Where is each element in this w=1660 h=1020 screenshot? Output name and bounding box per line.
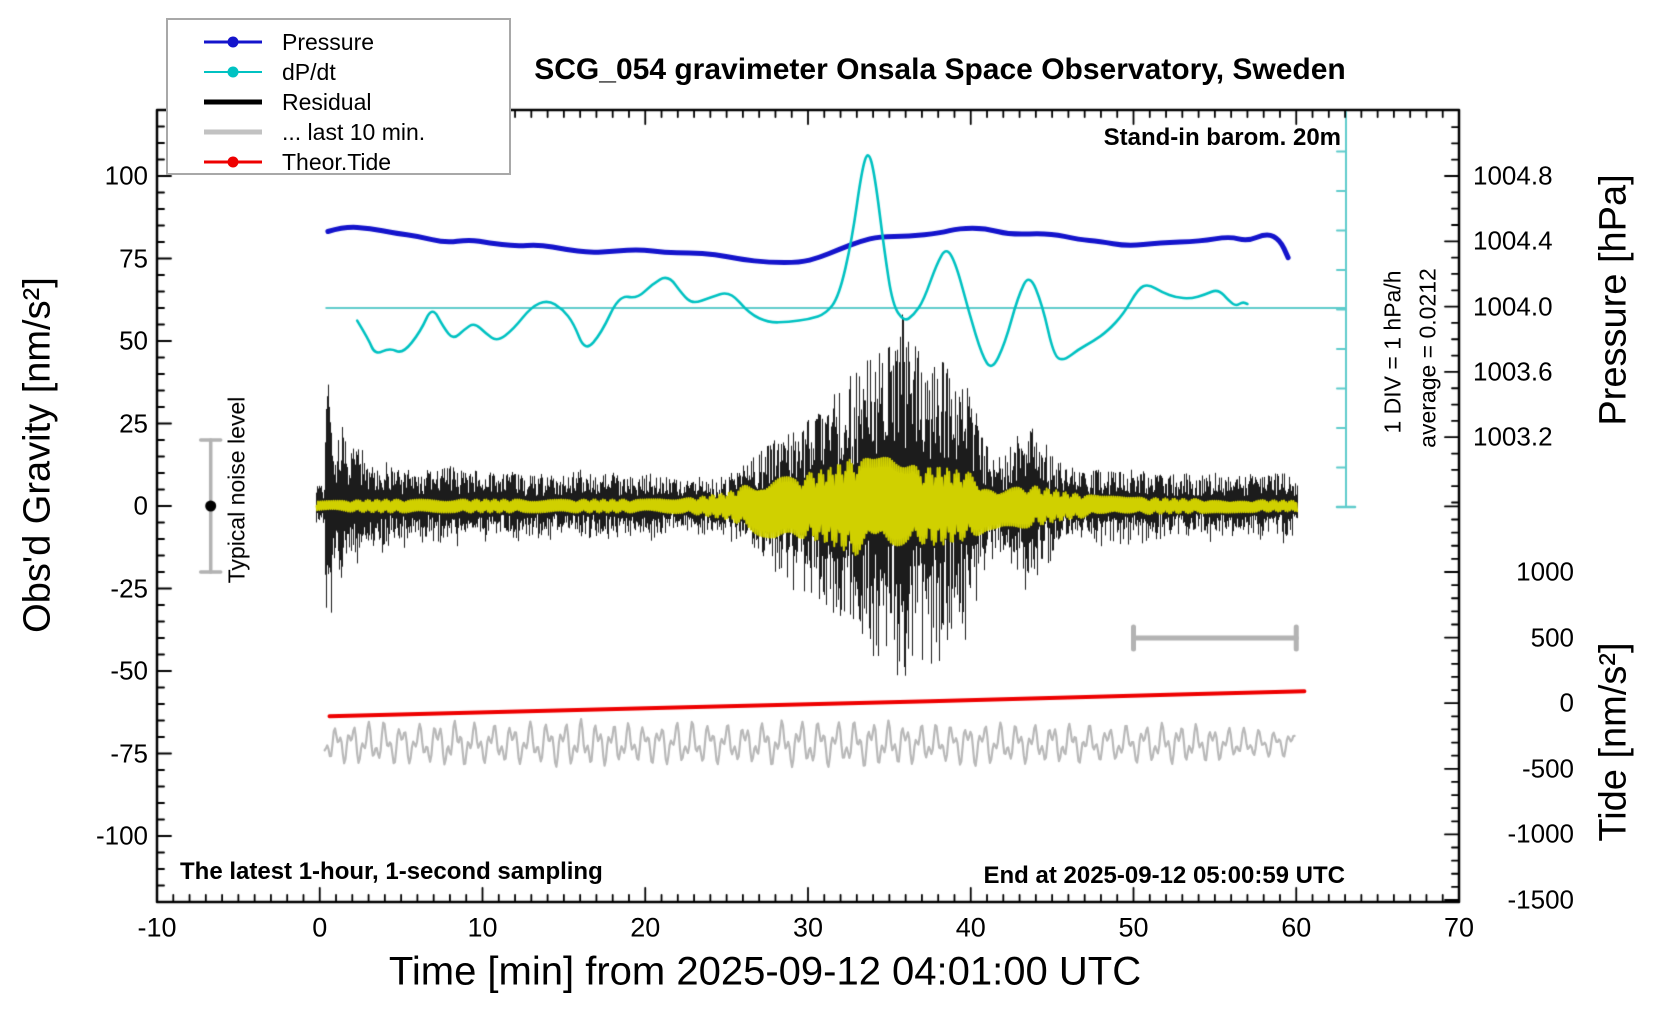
figure-title: SCG_054 gravimeter Onsala Space Observat… bbox=[534, 53, 1346, 86]
tide-tick-label: 1000 bbox=[1516, 556, 1574, 587]
pressure-tick-label: 1004.0 bbox=[1473, 291, 1553, 322]
pressure-axis-title: Pressure [hPa] bbox=[1592, 174, 1635, 426]
legend-item-dp-dt: dP/dt bbox=[168, 57, 509, 87]
gravity-tick-label: 50 bbox=[119, 325, 148, 356]
legend-item-residual: Residual bbox=[168, 87, 509, 117]
pressure-tick-label: 1003.6 bbox=[1473, 356, 1553, 387]
legend-dot bbox=[227, 36, 239, 48]
tide-axis-title: Tide [nm/s²] bbox=[1592, 642, 1635, 842]
end-time-note: End at 2025-09-12 05:00:59 UTC bbox=[983, 862, 1346, 889]
tide-tick-label: -1000 bbox=[1507, 818, 1575, 849]
pressure-tick-label: 1004.4 bbox=[1473, 225, 1553, 256]
legend-label: ... last 10 min. bbox=[282, 118, 426, 145]
x-tick-label: 70 bbox=[1443, 912, 1475, 943]
x-tick-label: 10 bbox=[467, 912, 498, 943]
gravity-tick-label: 0 bbox=[133, 490, 148, 521]
gravity-tick-label: -50 bbox=[110, 655, 148, 686]
x-tick-label: 60 bbox=[1281, 912, 1312, 943]
legend-label: Pressure bbox=[282, 28, 375, 55]
typical-noise-label: Typical noise level bbox=[223, 396, 250, 584]
gravity-tick-label: -25 bbox=[110, 573, 148, 603]
legend-line bbox=[204, 129, 262, 135]
x-tick-label: 0 bbox=[312, 912, 328, 943]
legend-item--last-10-min-: ... last 10 min. bbox=[168, 117, 509, 147]
pressure-tick-label: 1003.2 bbox=[1473, 421, 1553, 452]
tide-tick-label: 500 bbox=[1530, 622, 1574, 653]
dpdt-div-scale-note: 1 DIV = 1 hPa/h bbox=[1379, 270, 1406, 434]
x-tick-label: 40 bbox=[955, 912, 986, 943]
tide-tick-label: -500 bbox=[1521, 753, 1574, 784]
x-tick-label: 20 bbox=[630, 912, 661, 943]
gravity-tick-label: -75 bbox=[110, 738, 148, 768]
legend-dot bbox=[227, 156, 239, 168]
gravity-tick-label: 100 bbox=[104, 160, 148, 191]
x-tick-label: 50 bbox=[1118, 912, 1149, 943]
x-tick-label: -10 bbox=[137, 912, 177, 943]
barometer-note: Stand-in barom. 20m bbox=[1103, 124, 1341, 151]
legend-line bbox=[204, 99, 262, 105]
pressure-tick-label: 1004.8 bbox=[1473, 160, 1553, 191]
gravity-tick-label: -100 bbox=[95, 820, 148, 851]
x-axis-title: Time [min] from 2025-09-12 04:01:00 UTC bbox=[388, 949, 1142, 994]
legend-dot bbox=[227, 66, 239, 78]
legend-item-pressure: Pressure bbox=[168, 27, 509, 57]
x-tick-label: 30 bbox=[792, 912, 824, 943]
gravity-tick-label: 25 bbox=[119, 408, 148, 438]
dpdt-average-note: average = 0.0212 bbox=[1414, 268, 1441, 448]
legend-label: Theor.Tide bbox=[282, 148, 392, 175]
gravity-tick-label: 75 bbox=[119, 243, 148, 273]
sampling-note: The latest 1-hour, 1-second sampling bbox=[180, 858, 603, 885]
legend-label: Residual bbox=[282, 88, 372, 115]
legend-label: dP/dt bbox=[282, 58, 336, 85]
legend-item-theor-tide: Theor.Tide bbox=[168, 147, 509, 177]
tide-tick-label: -1500 bbox=[1507, 884, 1575, 915]
tide-tick-label: 0 bbox=[1559, 687, 1574, 718]
legend: Pressure dP/dt Residual ... last 10 min. The… bbox=[166, 18, 511, 175]
gravity-axis-title: Obs'd Gravity [nm/s²] bbox=[16, 277, 59, 633]
